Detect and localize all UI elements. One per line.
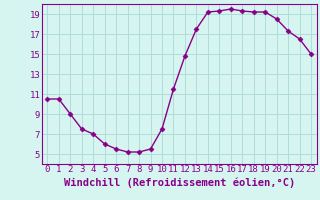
X-axis label: Windchill (Refroidissement éolien,°C): Windchill (Refroidissement éolien,°C): [64, 177, 295, 188]
